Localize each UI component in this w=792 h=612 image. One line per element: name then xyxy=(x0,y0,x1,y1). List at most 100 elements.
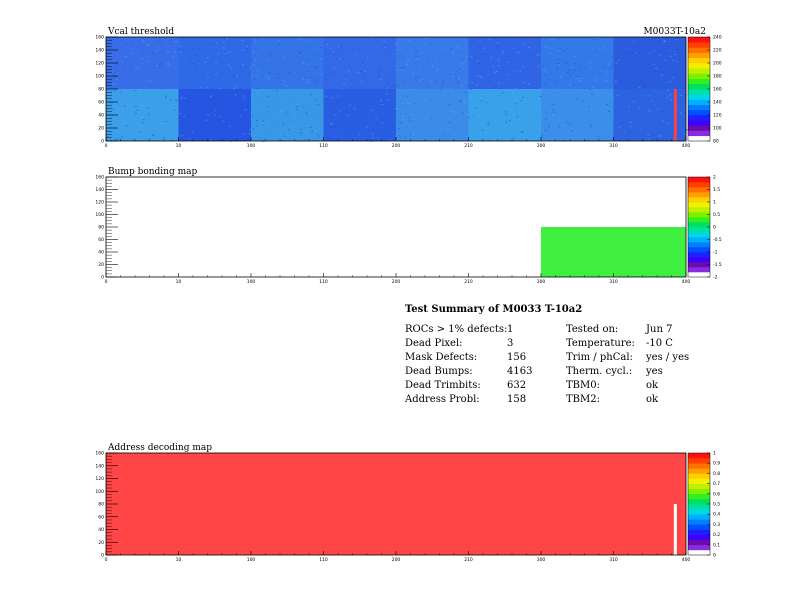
palette-label-0-1: 100 xyxy=(713,126,722,132)
palette-cell-0-19 xyxy=(688,37,710,43)
palette-label-1-7: 1.5 xyxy=(713,187,720,193)
palette-cell-0-0 xyxy=(688,136,710,142)
palette-cell-0-3 xyxy=(688,120,710,126)
palette-cell-2-4 xyxy=(688,530,710,535)
summary-left-value-5: 158 xyxy=(507,394,526,405)
x-tick-label-2-3: 110 xyxy=(319,557,328,563)
y-tick-label-0-6: 120 xyxy=(95,61,104,67)
y-tick-label-2-3: 60 xyxy=(98,514,104,520)
x-tick-label-0-4: 200 xyxy=(392,143,401,149)
palette-cell-0-12 xyxy=(688,73,710,79)
summary-right-value-0: Jun 7 xyxy=(646,324,672,335)
palette-cell-1-17 xyxy=(688,187,710,192)
y-tick-label-2-2: 40 xyxy=(98,527,104,533)
y-tick-label-1-3: 60 xyxy=(98,237,104,243)
palette-label-0-2: 120 xyxy=(713,113,722,119)
y-tick-label-0-5: 100 xyxy=(95,74,104,80)
summary-right-label-4: TBM0: xyxy=(566,380,600,391)
x-tick-label-2-6: 300 xyxy=(537,557,546,563)
palette-cell-0-10 xyxy=(688,84,710,90)
y-tick-label-1-8: 160 xyxy=(95,175,104,181)
x-tick-label-1-8: 400 xyxy=(682,279,691,285)
palette-label-2-10: 1 xyxy=(713,451,716,457)
palette-cell-2-12 xyxy=(688,489,710,494)
palette-cell-1-16 xyxy=(688,192,710,197)
palette-cell-1-5 xyxy=(688,247,710,252)
palette-label-0-5: 180 xyxy=(713,74,722,80)
roc-tile-bottom-3 xyxy=(324,89,397,141)
palette-cell-0-13 xyxy=(688,68,710,74)
palette-label-2-6: 0.6 xyxy=(713,491,720,497)
summary-right-label-0: Tested on: xyxy=(566,324,618,335)
summary-right-label-5: TBM2: xyxy=(566,394,600,405)
panel-title-0: Vcal threshold xyxy=(107,27,174,37)
palette-cell-1-6 xyxy=(688,242,710,247)
x-tick-label-2-0: 0 xyxy=(105,557,108,563)
palette-label-0-8: 240 xyxy=(713,35,722,41)
palette-label-1-4: 0 xyxy=(713,225,716,231)
address-map-fill xyxy=(106,453,686,555)
palette-cell-2-17 xyxy=(688,463,710,468)
palette-cell-0-17 xyxy=(688,47,710,53)
x-tick-label-1-4: 200 xyxy=(392,279,401,285)
palette-cell-0-6 xyxy=(688,105,710,111)
summary-right-value-5: ok xyxy=(646,394,658,405)
x-tick-label-2-1: 10 xyxy=(176,557,182,563)
roc-tile-bottom-6 xyxy=(541,89,614,141)
summary-left-value-0: 1 xyxy=(507,324,513,335)
palette-cell-0-8 xyxy=(688,94,710,100)
palette-label-1-1: -1.5 xyxy=(713,262,722,268)
y-tick-label-1-1: 20 xyxy=(98,262,104,268)
panel-title-2: Address decoding map xyxy=(107,443,212,453)
x-tick-label-0-0: 0 xyxy=(105,143,108,149)
palette-label-0-7: 220 xyxy=(713,48,722,54)
x-tick-label-2-8: 400 xyxy=(682,557,691,563)
palette-cell-2-5 xyxy=(688,524,710,529)
palette-cell-1-18 xyxy=(688,182,710,187)
summary-left-label-2: Mask Defects: xyxy=(405,352,477,363)
hot-column xyxy=(674,89,677,141)
palette-cell-2-16 xyxy=(688,468,710,473)
palette-label-0-3: 140 xyxy=(713,100,722,106)
palette-cell-0-2 xyxy=(688,125,710,130)
palette-cell-1-7 xyxy=(688,237,710,242)
palette-label-0-6: 200 xyxy=(713,61,722,67)
palette-cell-0-15 xyxy=(688,58,710,64)
palette-label-1-6: 1 xyxy=(713,200,716,206)
palette-cell-0-5 xyxy=(688,110,710,116)
x-tick-label-2-4: 200 xyxy=(392,557,401,563)
x-tick-label-1-7: 310 xyxy=(609,279,618,285)
x-tick-label-2-7: 310 xyxy=(609,557,618,563)
x-tick-label-0-3: 110 xyxy=(319,143,328,149)
palette-cell-1-14 xyxy=(688,202,710,207)
palette-cell-2-1 xyxy=(688,545,710,550)
x-tick-label-1-5: 210 xyxy=(464,279,473,285)
roc-tile-top-6 xyxy=(541,37,614,89)
summary-left-value-2: 156 xyxy=(507,352,526,363)
palette-cell-2-6 xyxy=(688,519,710,524)
y-tick-label-0-4: 80 xyxy=(98,87,104,93)
palette-cell-1-3 xyxy=(688,257,710,262)
roc-tile-top-7 xyxy=(614,37,687,89)
palette-cell-0-7 xyxy=(688,99,710,105)
palette-cell-1-1 xyxy=(688,267,710,272)
palette-label-1-2: -1 xyxy=(713,250,718,256)
palette-label-2-4: 0.4 xyxy=(713,512,720,518)
palette-label-0-0: 80 xyxy=(713,139,719,145)
summary-right-value-1: -10 C xyxy=(646,338,673,349)
x-tick-label-1-2: 100 xyxy=(247,279,256,285)
roc-tile-top-3 xyxy=(324,37,397,89)
palette-label-0-4: 160 xyxy=(713,87,722,93)
x-tick-label-1-3: 110 xyxy=(319,279,328,285)
palette-cell-2-10 xyxy=(688,499,710,504)
palette-cell-1-2 xyxy=(688,262,710,267)
roc-tile-top-5 xyxy=(469,37,542,89)
summary-left-label-1: Dead Pixel: xyxy=(405,338,463,349)
summary-left-value-1: 3 xyxy=(507,338,513,349)
roc-tile-bottom-2 xyxy=(251,89,324,141)
summary-right-label-1: Temperature: xyxy=(566,338,635,349)
palette-cell-0-4 xyxy=(688,115,710,121)
palette-cell-0-16 xyxy=(688,53,710,59)
summary-left-label-5: Address Probl: xyxy=(405,394,480,405)
palette-cell-2-18 xyxy=(688,458,710,463)
